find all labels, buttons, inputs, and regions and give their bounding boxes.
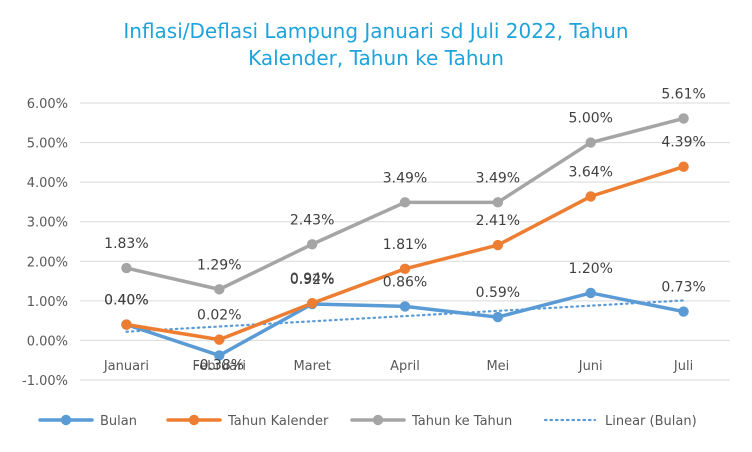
data-label: 3.49% (383, 170, 427, 186)
data-label: 1.20% (568, 261, 612, 277)
legend-label: Linear (Bulan) (605, 414, 697, 429)
data-point (306, 298, 318, 309)
data-point (678, 161, 689, 172)
data-label: 0.40% (104, 293, 148, 309)
legend-label: Bulan (100, 414, 137, 429)
legend-label: Tahun ke Tahun (411, 414, 512, 429)
data-point (121, 319, 132, 330)
data-point (585, 287, 596, 299)
x-tick-label: Februari (193, 359, 247, 374)
data-point (585, 191, 596, 202)
chart-title: Inflasi/Deflasi Lampung Januari sd Juli … (0, 18, 752, 72)
trendline (125, 299, 685, 333)
data-label: 1.29% (197, 257, 241, 273)
x-tick-label: Mei (486, 359, 509, 374)
legend-marker (60, 414, 72, 426)
data-label: 0.94% (290, 271, 334, 287)
y-tick-label: 1.00% (27, 295, 68, 310)
y-tick-label: 4.00% (27, 176, 68, 191)
data-point (492, 197, 504, 208)
x-tick-label: Juni (578, 359, 603, 374)
data-point (306, 239, 318, 250)
data-label: 2.43% (290, 212, 334, 228)
data-label: -0.38% (195, 357, 245, 373)
data-label: 0.86% (383, 274, 427, 290)
chart-title-line-1: Inflasi/Deflasi Lampung Januari sd Juli … (123, 19, 629, 43)
x-tick-label: April (390, 359, 420, 374)
data-point (678, 113, 689, 124)
data-label: 0.59% (476, 285, 520, 301)
data-point (678, 306, 689, 317)
y-tick-label: -1.00% (22, 374, 68, 389)
data-point (399, 263, 411, 275)
data-point (214, 350, 225, 361)
data-label: 1.81% (383, 237, 427, 253)
data-label: 0.02% (197, 308, 241, 324)
data-label: 0.92% (290, 272, 334, 288)
data-label: 5.61% (661, 86, 705, 102)
data-label: 5.00% (568, 111, 612, 127)
legend-marker (188, 414, 200, 426)
data-point (492, 239, 504, 251)
data-label: 3.64% (568, 164, 612, 180)
data-label: 4.39% (661, 135, 705, 151)
data-point (214, 334, 225, 345)
y-tick-label: 6.00% (27, 97, 68, 112)
y-tick-label: 3.00% (27, 216, 68, 231)
chart-title-line-2: Kalender, Tahun ke Tahun (248, 46, 504, 70)
data-point (585, 137, 596, 148)
data-point (214, 284, 225, 295)
legend-marker (372, 414, 384, 426)
data-label: 0.40% (104, 293, 148, 309)
data-point (399, 197, 411, 208)
data-point (121, 262, 132, 274)
x-tick-label: Juli (673, 359, 693, 374)
legend-label: Tahun Kalender (227, 414, 329, 429)
data-point (399, 301, 411, 312)
y-tick-label: 2.00% (27, 255, 68, 270)
x-tick-label: Maret (293, 359, 330, 374)
data-label: 0.73% (661, 280, 705, 296)
data-point (492, 311, 504, 323)
y-tick-label: 0.00% (27, 334, 68, 349)
data-label: 3.49% (476, 170, 520, 186)
data-label: 2.41% (476, 213, 520, 229)
data-label: 1.83% (104, 236, 148, 252)
y-tick-label: 5.00% (27, 137, 68, 152)
x-tick-label: Januari (103, 359, 149, 374)
